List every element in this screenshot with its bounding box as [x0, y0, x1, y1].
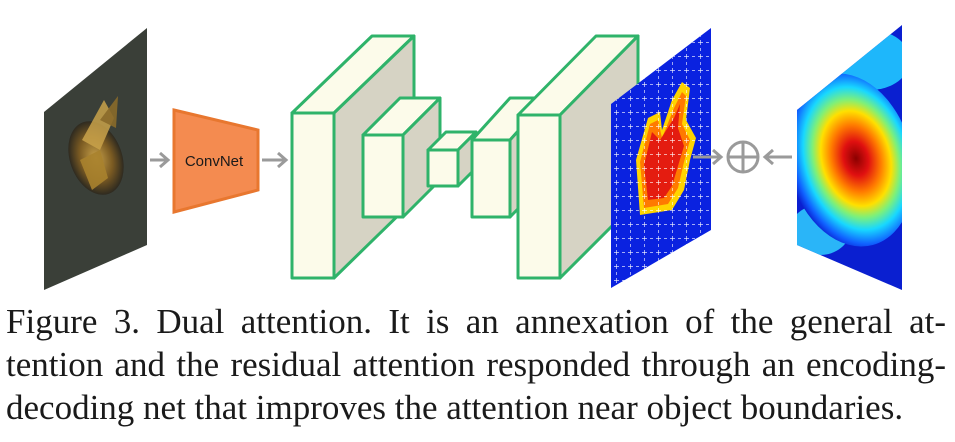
- sum-operator-icon: [726, 140, 760, 174]
- caption-line-1: Figure 3. Dual attention. It is an annex…: [6, 302, 946, 341]
- arrow-convnet-to-encoder: [262, 151, 289, 169]
- arrow-general-to-sum: [762, 148, 792, 166]
- encoder-decoder-net: [290, 34, 640, 280]
- butterfly-input-image: [44, 28, 147, 290]
- butterfly-shape: [68, 96, 124, 195]
- dual-attention-diagram: ConvNet: [44, 25, 902, 290]
- caption-line-3: decoding net that improves the attention…: [6, 388, 904, 427]
- convnet-block: ConvNet: [172, 108, 260, 214]
- caption-line-2: tention and the residual attention respo…: [6, 345, 946, 384]
- figure-caption: Figure 3. Dual attention. It is an annex…: [6, 300, 946, 429]
- arrow-input-to-convnet: [150, 151, 171, 169]
- general-attention-map: [797, 25, 902, 290]
- convnet-label: ConvNet: [185, 153, 244, 170]
- arrow-residual-to-sum: [693, 148, 724, 166]
